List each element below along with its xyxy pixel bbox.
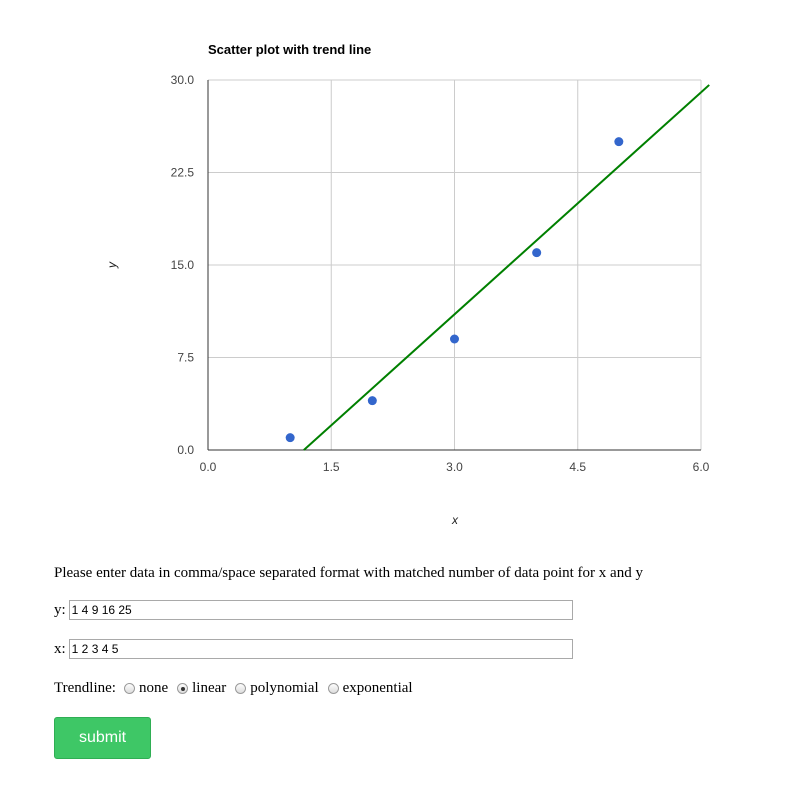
trendline-options: Trendline: none linear polynomial expone…: [54, 680, 413, 697]
y-axis-label: y: [105, 261, 119, 269]
data-point: [532, 248, 542, 258]
x-tick-label: 0.0: [200, 460, 217, 474]
trendline-option-none: none: [138, 680, 169, 696]
chart-trendline-layer: [303, 84, 710, 451]
trendline-radio-polynomial[interactable]: [235, 683, 247, 694]
trendline-label: Trendline:: [54, 680, 116, 696]
x-field-row: x:: [54, 639, 573, 659]
x-axis-label: x: [451, 513, 459, 527]
trendline-radio-exponential[interactable]: [327, 683, 339, 694]
y-field-label: y:: [54, 601, 66, 618]
instructions-text: Please enter data in comma/space separat…: [54, 565, 643, 581]
scatter-chart: Scatter plot with trend line 0.0 1.5 3.0 4.…: [105, 42, 710, 527]
x-values-input[interactable]: [68, 639, 573, 659]
trendline: [303, 91, 702, 451]
data-point: [450, 334, 459, 344]
data-point: [285, 433, 295, 443]
trendline-radio-linear[interactable]: [177, 683, 189, 694]
trendline-option-linear: linear: [192, 680, 227, 696]
data-point: [367, 396, 377, 406]
chart-tick-labels: 0.0 1.5 3.0 4.5 6.0 0.0 7.5 15.0 22.5 30.0: [171, 73, 710, 474]
x-tick-label: 1.5: [323, 460, 340, 474]
submit-button[interactable]: submit: [54, 717, 151, 759]
y-tick-label: 22.5: [171, 166, 195, 180]
x-tick-label: 6.0: [693, 460, 710, 474]
chart-points-layer: [285, 137, 624, 443]
y-tick-label: 30.0: [171, 73, 195, 87]
y-tick-label: 7.5: [177, 351, 194, 365]
chart-title: Scatter plot with trend line: [208, 42, 371, 57]
y-tick-label: 15.0: [171, 258, 195, 272]
y-field-row: y:: [54, 600, 573, 620]
chart-gridlines: [207, 79, 702, 451]
x-tick-label: 4.5: [569, 460, 586, 474]
trendline-radio-none[interactable]: [123, 683, 135, 694]
x-tick-label: 3.0: [446, 460, 463, 474]
trendline-option-exponential: exponential: [342, 680, 413, 696]
trendline-option-polynomial: polynomial: [250, 680, 319, 696]
x-field-label: x:: [54, 640, 66, 657]
trendline-extension: [700, 84, 710, 94]
y-tick-label: 0.0: [177, 443, 194, 457]
data-point: [614, 137, 624, 147]
y-values-input[interactable]: [68, 600, 573, 620]
